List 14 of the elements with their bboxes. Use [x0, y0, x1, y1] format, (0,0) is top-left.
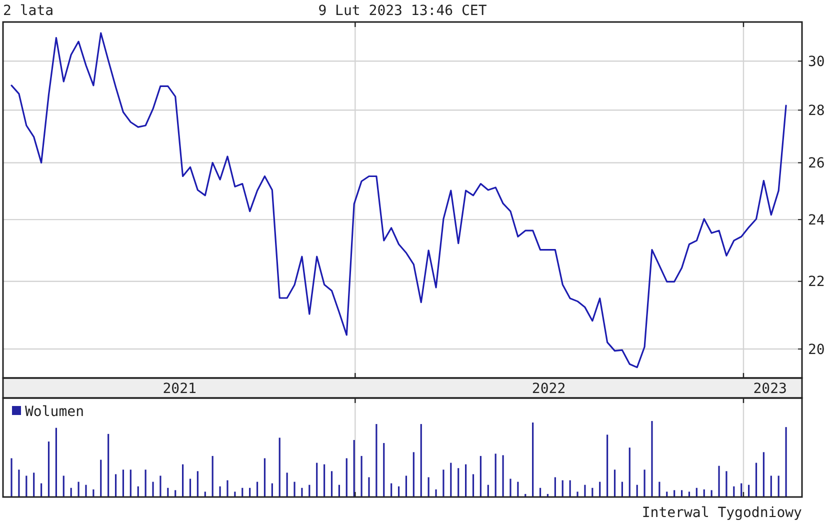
y-tick-label: 30	[808, 54, 825, 70]
text: Interwal Tygodniowy	[642, 505, 802, 521]
chart-subtitle: 9 Lut 2023 13:46 CET	[318, 3, 488, 19]
y-tick-label: 24	[808, 212, 825, 228]
x-tick-label: 2023	[753, 381, 787, 397]
y-tick-label: 22	[808, 274, 825, 290]
legend-label: Wolumen	[25, 404, 84, 420]
y-tick-label: 28	[808, 103, 825, 120]
y-tick-label: 20	[808, 342, 825, 358]
chart-title: 2 lata	[3, 3, 54, 19]
y-tick-label: 26	[808, 156, 825, 172]
x-tick-label: 2022	[532, 381, 566, 397]
line-series	[10, 32, 787, 368]
x-tick-label: 2021	[162, 381, 196, 397]
